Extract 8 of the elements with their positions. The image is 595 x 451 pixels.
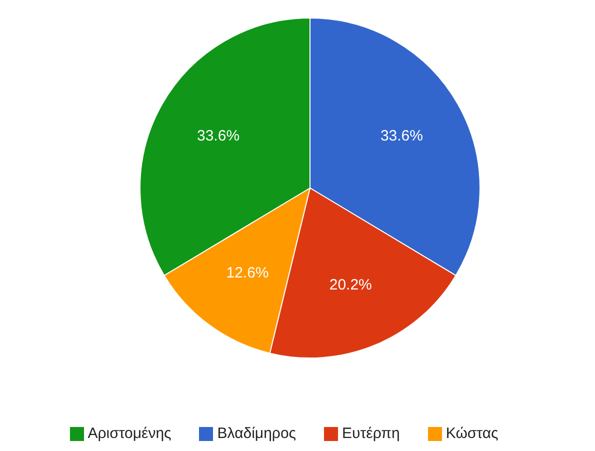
data-label: 33.6% [197, 128, 240, 145]
legend-label: Βλαδίμηρος [217, 425, 296, 442]
data-label: 33.6% [380, 128, 423, 145]
legend-label: Ευτέρπη [342, 425, 400, 442]
legend-label: Αριστομένης [88, 425, 172, 442]
legend-label: Κώστας [446, 425, 498, 442]
data-label: 20.2% [329, 276, 372, 294]
data-label: 12.6% [226, 264, 269, 282]
